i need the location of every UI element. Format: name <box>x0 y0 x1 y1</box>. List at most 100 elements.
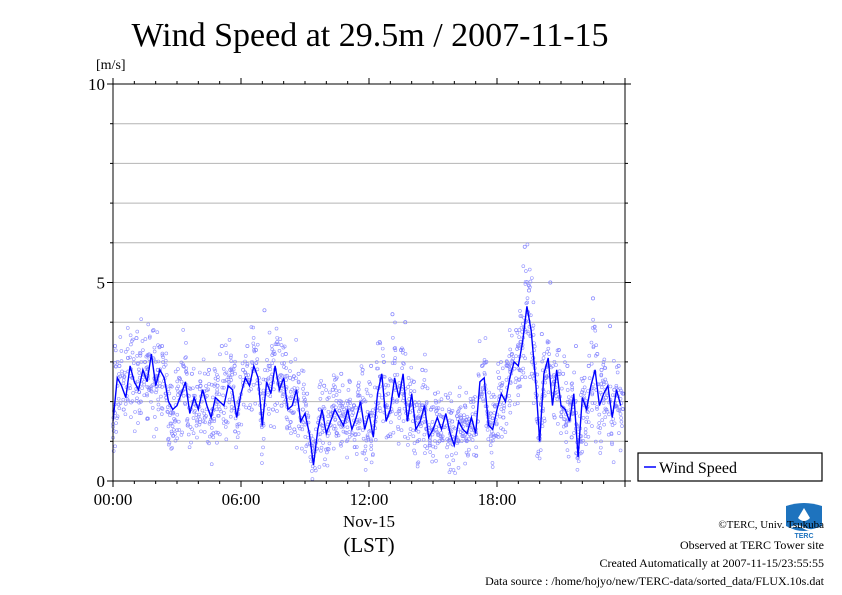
sample-point <box>494 422 499 427</box>
sample-point <box>302 395 306 400</box>
sample-point <box>144 366 149 370</box>
sample-point <box>189 371 194 376</box>
sample-point <box>447 462 451 467</box>
sample-point <box>207 367 211 372</box>
sample-point <box>188 425 193 429</box>
sample-point <box>570 385 575 390</box>
sample-point <box>610 393 615 397</box>
sample-point <box>363 448 368 453</box>
sample-point <box>249 407 254 412</box>
sample-point <box>472 433 477 437</box>
sample-point <box>180 430 184 435</box>
sample-point <box>303 435 308 439</box>
sample-point <box>235 424 240 429</box>
sample-point <box>158 381 162 386</box>
sample-point <box>120 369 124 374</box>
sample-point <box>206 372 210 377</box>
sample-point <box>408 382 413 386</box>
sample-point <box>507 328 512 332</box>
sample-point <box>420 403 425 408</box>
sample-point <box>238 375 243 379</box>
sample-point <box>370 453 375 458</box>
sample-point <box>599 372 604 377</box>
sample-point <box>165 405 170 409</box>
sample-point <box>338 398 342 403</box>
sample-point <box>425 446 429 451</box>
sample-point <box>353 433 358 437</box>
sample-point <box>377 393 382 397</box>
sample-point <box>551 374 556 379</box>
sample-point <box>177 375 182 380</box>
sample-point <box>436 390 440 395</box>
sample-point <box>481 399 486 403</box>
sample-point <box>505 360 509 364</box>
sample-point <box>195 418 199 423</box>
sample-point <box>531 401 536 405</box>
sample-point <box>345 438 350 442</box>
sample-point <box>145 392 149 396</box>
sample-point <box>113 348 118 353</box>
sample-point <box>136 362 140 367</box>
sample-point <box>509 333 514 338</box>
sample-point <box>163 358 168 363</box>
sample-point <box>580 388 585 392</box>
sample-point <box>369 437 373 442</box>
sample-point <box>368 410 372 415</box>
sample-point <box>212 367 217 371</box>
sample-point <box>318 397 323 401</box>
sample-point <box>288 396 293 401</box>
sample-point <box>424 400 429 404</box>
sample-point <box>261 377 266 382</box>
sample-point <box>572 370 576 375</box>
sample-point <box>604 407 609 412</box>
sample-point <box>591 317 595 322</box>
sample-point <box>273 403 277 407</box>
sample-point <box>270 344 274 348</box>
sample-point <box>251 341 256 346</box>
sample-point <box>340 383 345 388</box>
sample-point <box>607 412 611 417</box>
sample-point <box>507 394 511 398</box>
sample-point <box>360 451 365 455</box>
sample-point <box>334 398 339 403</box>
sample-point <box>521 370 526 375</box>
sample-point <box>590 424 594 428</box>
sample-point <box>139 411 143 415</box>
sample-point <box>433 391 438 396</box>
x-unit-label: (LST) <box>343 533 394 557</box>
sample-point <box>565 388 570 392</box>
sample-point <box>512 402 517 407</box>
sample-point <box>137 367 141 372</box>
sample-point <box>360 367 365 372</box>
sample-point <box>288 389 293 394</box>
sample-point <box>516 344 520 349</box>
sample-point <box>412 441 417 446</box>
sample-point <box>483 372 487 377</box>
sample-point <box>602 357 607 362</box>
sample-point <box>243 354 248 358</box>
sample-point <box>211 435 216 440</box>
sample-point <box>303 449 307 454</box>
sample-point <box>573 344 578 348</box>
sample-point <box>214 392 219 396</box>
sample-point <box>536 449 541 454</box>
sample-point <box>357 380 361 385</box>
sample-point <box>491 392 496 397</box>
sample-point <box>564 430 569 435</box>
sample-point <box>266 363 271 368</box>
sample-point <box>229 378 234 382</box>
sample-point <box>467 437 471 442</box>
sample-point <box>148 334 152 339</box>
sample-point <box>433 439 437 443</box>
sample-point <box>525 242 530 247</box>
sample-point <box>409 365 414 370</box>
sample-point <box>439 436 444 441</box>
sample-point <box>214 407 219 412</box>
sample-point <box>463 403 467 408</box>
sample-point <box>176 393 180 397</box>
sample-point <box>337 400 341 405</box>
sample-point <box>466 453 470 458</box>
sample-point <box>461 418 466 422</box>
sample-point <box>195 435 199 440</box>
sample-point <box>268 424 273 428</box>
